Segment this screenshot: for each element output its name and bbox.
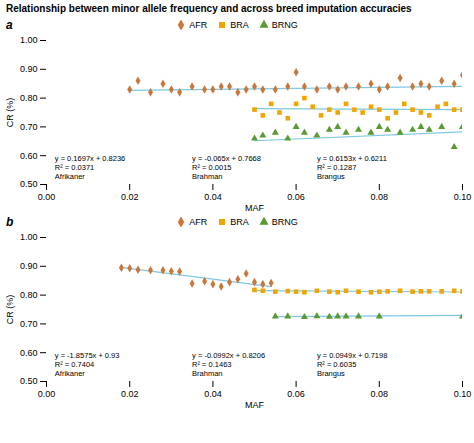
svg-text:0.80: 0.80 — [20, 93, 38, 103]
html-text:b: b — [6, 214, 14, 229]
svg-text:0.60: 0.60 — [20, 348, 38, 358]
svg-text:0.90: 0.90 — [20, 64, 38, 74]
svg-text:y = -0.0992x + 0.8206R² = 0.14: y = -0.0992x + 0.8206R² = 0.1463Brahman — [192, 351, 265, 377]
svg-text:y = -1.8575x + 0.93R² = 0.7404: y = -1.8575x + 0.93R² = 0.7404Afrikaner — [55, 351, 120, 377]
svg-text:CR (%): CR (%) — [5, 98, 15, 128]
html-text:a: a — [6, 17, 13, 32]
svg-text:0.00: 0.00 — [38, 192, 56, 202]
svg-text:0.60: 0.60 — [20, 151, 38, 161]
svg-text:0.90: 0.90 — [20, 261, 38, 271]
svg-text:0.08: 0.08 — [371, 192, 389, 202]
svg-text:0.04: 0.04 — [204, 389, 222, 399]
svg-text:0.08: 0.08 — [371, 389, 389, 399]
svg-text:0.06: 0.06 — [287, 389, 305, 399]
svg-text:0.06: 0.06 — [287, 192, 305, 202]
svg-text:MAF: MAF — [245, 203, 265, 213]
html-text:BRNG: BRNG — [271, 19, 298, 30]
html-text:AFR: AFR — [189, 19, 208, 30]
html-text:BRA: BRA — [230, 216, 249, 227]
svg-text:1.00: 1.00 — [20, 232, 38, 242]
svg-text:0.70: 0.70 — [20, 122, 38, 132]
svg-text:y = -0.065x + 0.7668R² = 0.001: y = -0.065x + 0.7668R² = 0.0015Brahman — [192, 154, 261, 180]
svg-text:y = 0.6153x + 0.6211R² = 0.128: y = 0.6153x + 0.6211R² = 0.1287Brangus — [317, 154, 387, 180]
svg-text:0.02: 0.02 — [121, 389, 139, 399]
svg-text:y = 0.0949x + 0.7198R² = 0.603: y = 0.0949x + 0.7198R² = 0.6035Brangus — [317, 351, 387, 377]
svg-text:0.02: 0.02 — [121, 192, 139, 202]
svg-text:y = 0.1697x + 0.8236R² = 0.037: y = 0.1697x + 0.8236R² = 0.0371Afrikaner — [55, 154, 125, 180]
html-text:AFR: AFR — [189, 216, 208, 227]
html-text:BRA: BRA — [230, 19, 249, 30]
svg-text:0.50: 0.50 — [20, 179, 38, 189]
svg-text:1.00: 1.00 — [20, 35, 38, 45]
svg-text:0.70: 0.70 — [20, 319, 38, 329]
svg-text:0.10: 0.10 — [454, 192, 472, 202]
svg-text:CR (%): CR (%) — [5, 295, 15, 325]
svg-text:MAF: MAF — [245, 400, 265, 410]
svg-text:0.04: 0.04 — [204, 192, 222, 202]
html-text:BRNG: BRNG — [271, 216, 298, 227]
svg-text:0.50: 0.50 — [20, 376, 38, 386]
svg-text:0.00: 0.00 — [38, 389, 56, 399]
html-text:Relationship between minor all: Relationship between minor allele freque… — [6, 3, 412, 14]
svg-text:0.80: 0.80 — [20, 290, 38, 300]
svg-text:0.10: 0.10 — [454, 389, 472, 399]
